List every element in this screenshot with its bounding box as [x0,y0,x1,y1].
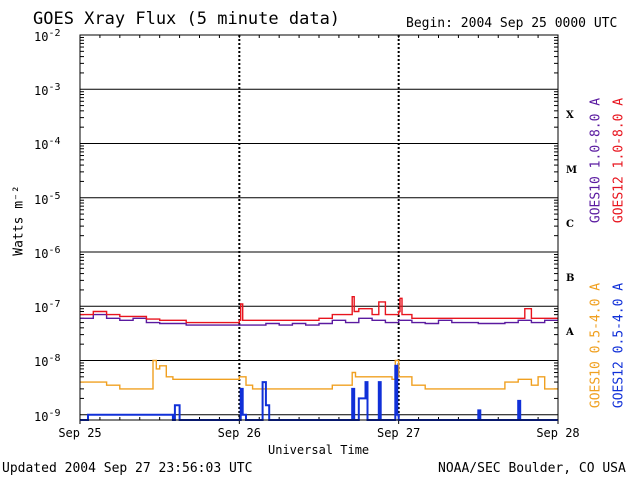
y-tick-label: 10-7 [34,298,61,315]
credit-text: NOAA/SEC Boulder, CO USA [438,461,626,476]
y-tick-base: 10 [34,84,49,99]
y-tick-label: 10-9 [34,407,61,424]
y-tick-label: 10-3 [34,81,61,98]
x-axis-title: Universal Time [268,443,370,457]
y-tick-exponent: -4 [48,136,61,148]
y-tick-label: 10-8 [34,352,61,369]
legend-short-3: GOES12 0.5-4.0 A [611,282,627,409]
chart-title: GOES Xray Flux (5 minute data) [33,9,341,29]
series-line-0 [80,313,558,326]
legend-long-1: GOES12 1.0-8.0 A [611,97,627,224]
y-tick-label: 10-2 [34,27,61,44]
series-line-3 [80,364,558,421]
chart-grid [79,35,559,424]
y-tick-base: 10 [34,138,49,153]
y-tick-base: 10 [34,30,49,44]
x-tick-label: Sep 27 [376,426,421,440]
y-tick-exponent: -3 [48,82,61,94]
series-line-2 [80,359,558,390]
legend-long-0: GOES10 1.0-8.0 A [588,97,604,224]
y-tick-base: 10 [34,409,49,424]
updated-timestamp: Updated 2004 Sep 27 23:56:03 UTC [2,461,253,476]
y-tick-label: 10-6 [34,244,61,261]
series-line-1 [80,296,558,324]
y-tick-base: 10 [34,246,49,261]
y-tick-exponent: -2 [48,28,61,39]
y-tick-label: 10-4 [34,135,61,152]
flare-class-label: M [566,164,578,176]
y-tick-base: 10 [34,192,49,207]
y-tick-base: 10 [34,355,49,370]
flare-class-label: X [566,110,574,122]
y-tick-exponent: -5 [48,190,61,202]
legend-short-2: GOES10 0.5-4.0 A [588,282,604,409]
flare-class-label: A [566,327,574,339]
chart-series-layer [80,296,558,421]
y-tick-label: 10-5 [34,190,61,207]
flare-class-label: C [566,218,574,230]
y-tick-base: 10 [34,301,49,316]
y-axis-title-text: Watts m⁻² [11,185,27,256]
y-tick-exponent: -7 [48,299,61,311]
flare-class-label: B [566,273,575,285]
y-tick-exponent: -8 [48,353,61,365]
plot-frame [79,34,559,421]
x-tick-label: Sep 25 [58,426,102,440]
y-tick-exponent: -6 [48,244,61,256]
x-tick-label: Sep 28 [536,426,580,440]
begin-time: Begin: 2004 Sep 25 0000 UTC [406,16,618,31]
y-axis-title: Watts m⁻² [12,176,27,266]
x-tick-label: Sep 26 [217,426,261,440]
y-tick-exponent: -9 [48,407,61,419]
